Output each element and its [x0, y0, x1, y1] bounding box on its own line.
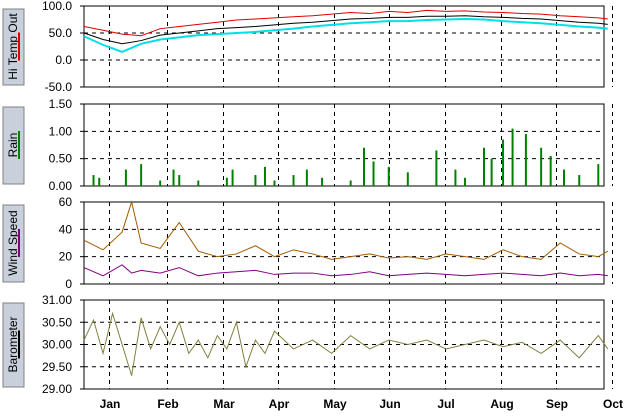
- month-label-aug: Aug: [490, 397, 513, 411]
- month-label-oct: Oct: [603, 397, 623, 411]
- ytick-label: 0.00: [49, 179, 73, 193]
- month-label-may: May: [323, 397, 347, 411]
- ytick-label: 29.50: [42, 360, 72, 374]
- side-label-temp: Hi Temp Out: [6, 13, 20, 80]
- wind-series-0: [83, 200, 609, 260]
- panel-wind: Wind Speed 60 40 20 0: [1, 195, 613, 291]
- ytick-label: 0: [65, 277, 72, 291]
- baro-series-0: [83, 311, 609, 376]
- month-label-sep: Sep: [546, 397, 568, 411]
- ytick-label: 30.00: [42, 338, 72, 352]
- side-label-baro: Barometer: [6, 316, 20, 372]
- ytick-label: 31.00: [42, 293, 72, 307]
- ytick-label: 29.00: [42, 382, 72, 396]
- temp-series-0: [83, 9, 608, 37]
- ytick-label: 100.0: [42, 0, 72, 13]
- ytick-label: 60: [59, 195, 73, 209]
- month-label-jan: Jan: [100, 397, 121, 411]
- ytick-label: 40: [59, 222, 73, 236]
- panel-rain: Rain 1.50 1.00 0.50 0.00: [1, 97, 613, 193]
- wind-series-1: [83, 264, 608, 277]
- month-label-mar: Mar: [213, 397, 235, 411]
- temp-series-1: [83, 17, 608, 53]
- ytick-label: 20: [59, 250, 73, 264]
- ytick-label: 1.50: [49, 97, 73, 111]
- plot-area-wind: [83, 201, 605, 285]
- side-label-rain: Rain: [6, 133, 20, 158]
- side-label-baro-button[interactable]: Barometer: [1, 301, 25, 388]
- ytick-label: -50.0: [45, 80, 73, 94]
- side-label-wind: Wind Speed: [6, 210, 20, 275]
- month-label-apr: Apr: [269, 397, 290, 411]
- side-label-temp-button[interactable]: Hi Temp Out: [1, 7, 25, 86]
- month-label-jul: Jul: [437, 397, 454, 411]
- ytick-label: 30.50: [42, 315, 72, 329]
- ytick-label: 50.0: [49, 26, 73, 40]
- ytick-label: 1.00: [49, 124, 73, 138]
- panel-temp: Hi Temp Out 100.0 50.0 0.0 -50.0: [1, 0, 613, 94]
- month-label-jun: Jun: [379, 397, 400, 411]
- month-label-feb: Feb: [157, 397, 178, 411]
- month-axis: Jan Feb Mar Apr May Jun Jul Aug Sep Oct: [100, 397, 623, 411]
- ytick-label: 0.50: [49, 152, 73, 166]
- temp-series-2: [83, 15, 608, 45]
- side-label-rain-button[interactable]: Rain: [1, 105, 25, 185]
- plot-area-rain: [83, 103, 605, 187]
- side-label-wind-button[interactable]: Wind Speed: [1, 203, 25, 283]
- ytick-label: 0.0: [55, 53, 72, 67]
- panel-baro: Barometer 31.00 30.50 30.00 29.50 29.00: [1, 293, 613, 396]
